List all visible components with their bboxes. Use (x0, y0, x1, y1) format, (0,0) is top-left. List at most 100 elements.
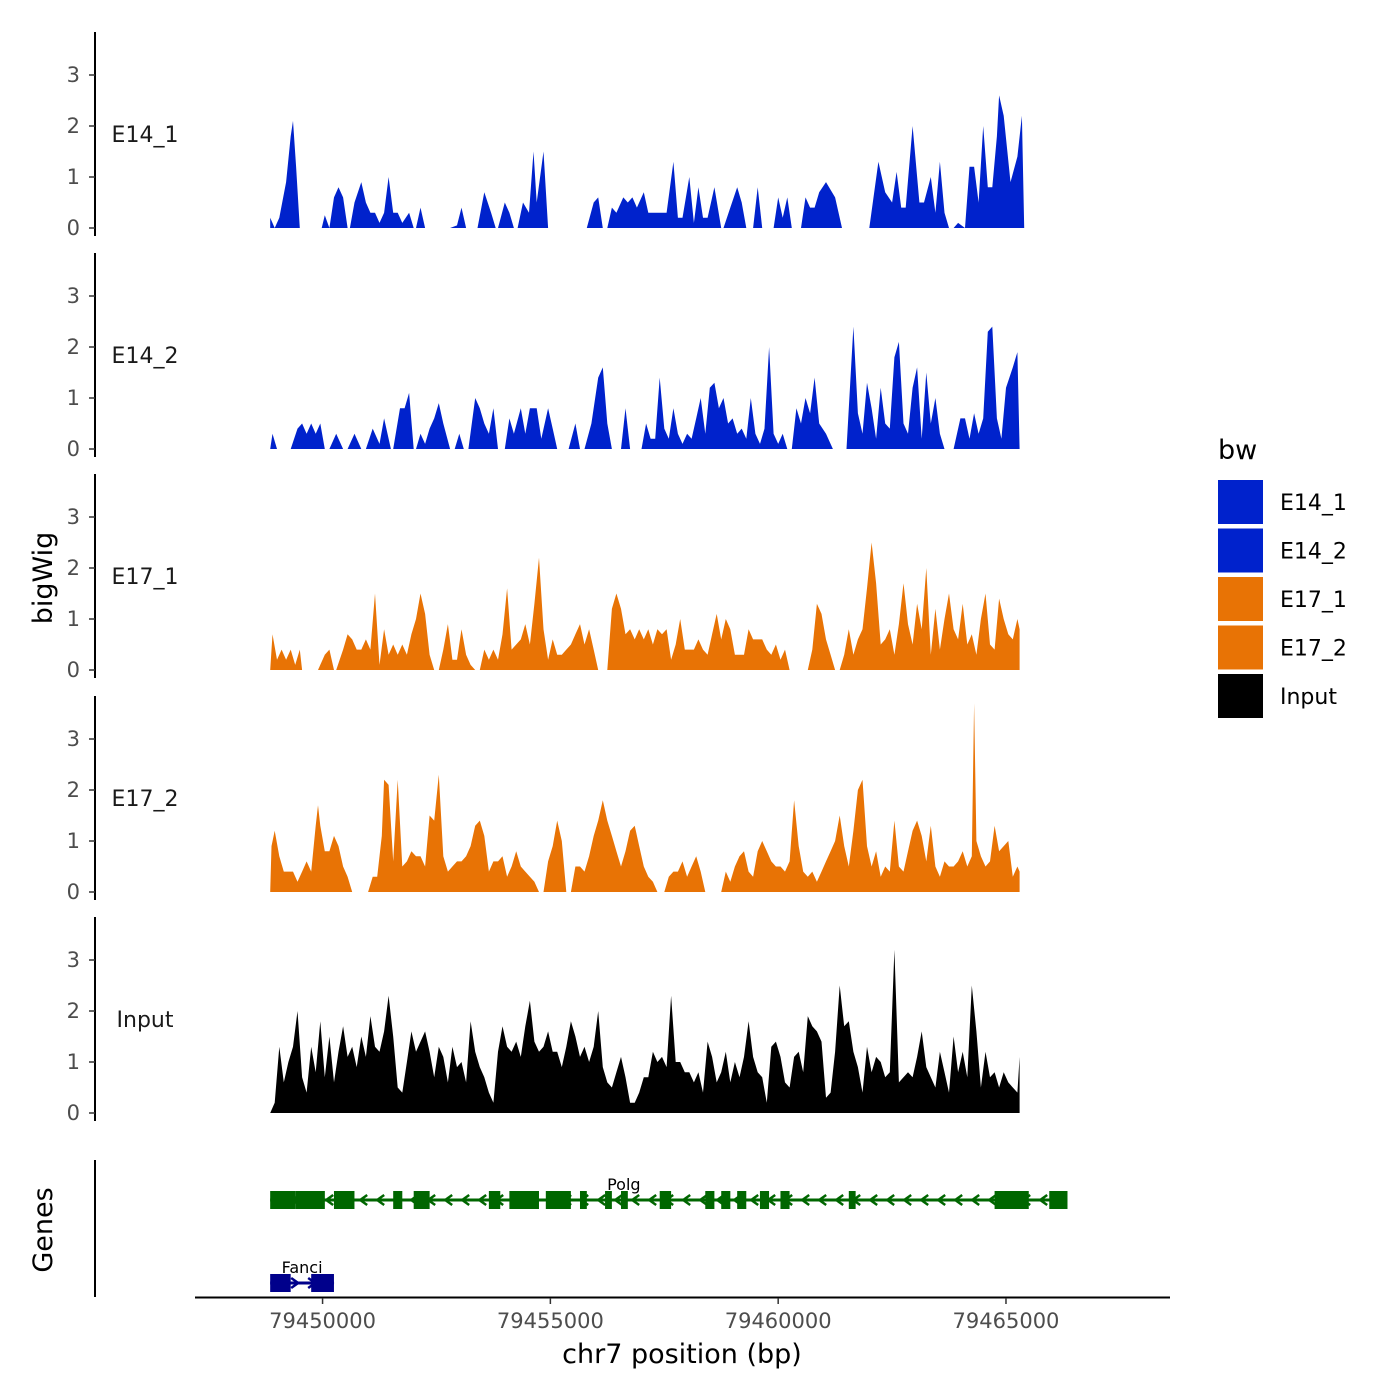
strand-chevron (290, 1276, 301, 1290)
coverage-area (416, 403, 451, 449)
strand-chevron (647, 1193, 657, 1207)
strand-chevron (460, 1193, 470, 1207)
strand-chevron (936, 1193, 946, 1207)
genes-axis-title: Genes (28, 1187, 59, 1272)
track-input: 0 1 2 3 Input (67, 917, 1020, 1125)
exon (545, 1191, 571, 1209)
coverage-area (721, 703, 1020, 892)
gene-annotation-track: Polg Fanci (94, 1160, 1068, 1297)
coverage-area (270, 120, 303, 228)
track-e17-1: 0 1 2 3 E17_1 (67, 474, 1020, 682)
coverage-area (570, 800, 658, 892)
strand-chevron (358, 1193, 368, 1207)
x-tick-label: 79460000 (725, 1309, 832, 1333)
x-axis-ticks: 79450000 79455000 79460000 79465000 (269, 1298, 1059, 1333)
coverage-area (664, 856, 706, 892)
strand-chevron (613, 1193, 623, 1207)
strand-chevron (1038, 1193, 1048, 1207)
coverage-area (607, 593, 790, 670)
legend-label: E17_2 (1280, 637, 1347, 662)
strand-chevron (749, 1193, 759, 1207)
y-tick-label: 2 (67, 999, 80, 1023)
coverage-area (953, 326, 1020, 449)
exon (737, 1191, 747, 1209)
coverage-area (270, 634, 303, 670)
coverage-area (641, 347, 788, 449)
coverage-area (468, 398, 498, 449)
exon (1049, 1191, 1068, 1209)
legend-swatch (1218, 480, 1263, 524)
coverage-area (807, 603, 836, 670)
legend-label: Input (1280, 685, 1337, 710)
y-tick-label: 3 (67, 948, 80, 972)
coverage-area (290, 423, 325, 449)
coverage-area (454, 433, 464, 449)
legend-swatch (1218, 625, 1263, 670)
coverage-area (321, 177, 414, 228)
exon (994, 1191, 1029, 1209)
coverage-area (586, 197, 603, 228)
strand-chevron (443, 1193, 453, 1207)
y-tick-label: 3 (67, 284, 80, 308)
exon (393, 1191, 403, 1209)
legend-label: E17_1 (1280, 588, 1347, 613)
exon (295, 1191, 325, 1209)
strand-chevron (375, 1193, 385, 1207)
legend-item: E17_1 (1218, 577, 1347, 621)
legend-item: Input (1218, 674, 1337, 718)
coverage-area (953, 95, 1025, 229)
y-tick-label: 2 (67, 778, 80, 802)
coverage-area (368, 774, 539, 892)
coverage-area (329, 433, 344, 449)
legend-item: E14_2 (1218, 528, 1347, 573)
y-tick-label: 3 (67, 63, 80, 87)
y-tick-label: 0 (67, 216, 80, 240)
strand-chevron (800, 1193, 810, 1207)
strand-chevron (987, 1193, 997, 1207)
coverage-area (479, 557, 599, 670)
coverage-area (846, 326, 945, 449)
coverage-area (450, 207, 467, 228)
y-tick-label: 3 (67, 505, 80, 529)
coverage-area (773, 197, 792, 228)
exon (848, 1191, 856, 1209)
coverage-area (504, 408, 558, 449)
exon (311, 1274, 334, 1292)
legend-swatch (1218, 577, 1263, 621)
exon (488, 1191, 501, 1209)
legend-item: E14_1 (1218, 480, 1347, 524)
exon (659, 1191, 672, 1209)
legend-item: E17_2 (1218, 625, 1347, 670)
legend-label: E14_1 (1280, 491, 1347, 516)
y-tick-label: 0 (67, 880, 80, 904)
coverage-area (869, 126, 949, 228)
legend-swatch (1218, 528, 1263, 573)
coverage-area (270, 433, 277, 449)
track-label: E17_1 (112, 565, 179, 590)
track-label: Input (117, 1008, 174, 1033)
track-e17-2: 0 1 2 3 E17_2 (67, 696, 1020, 904)
y-tick-label: 0 (67, 658, 80, 682)
coverage-area (584, 367, 612, 449)
strand-chevron (681, 1193, 691, 1207)
strand-chevron (902, 1193, 912, 1207)
strand-chevron (834, 1193, 844, 1207)
track-e14-1: 0 1 2 3 E14_1 (67, 32, 1025, 240)
coverage-tracks: 0 1 2 3 E14_1 0 1 2 3 E14_2 0 1 2 3 E17_1 0 1 2 3 E17_2 0 1 2 3… (67, 32, 1025, 1125)
y-tick-label: 2 (67, 114, 80, 138)
y-tick-label: 1 (67, 386, 80, 410)
coverage-area (607, 161, 747, 228)
coverage-area (347, 433, 362, 449)
coverage-area (839, 542, 1020, 670)
coverage-area (270, 949, 1020, 1113)
coverage-area (336, 593, 435, 670)
exon (759, 1191, 770, 1209)
coverage-area (568, 423, 580, 449)
strand-chevron (477, 1193, 487, 1207)
strand-chevron (630, 1193, 640, 1207)
y-axis-title: bigWig (28, 532, 59, 625)
legend-label: E14_2 (1280, 540, 1347, 565)
coverage-area (477, 151, 549, 228)
strand-chevron (885, 1193, 895, 1207)
strand-chevron (817, 1193, 827, 1207)
